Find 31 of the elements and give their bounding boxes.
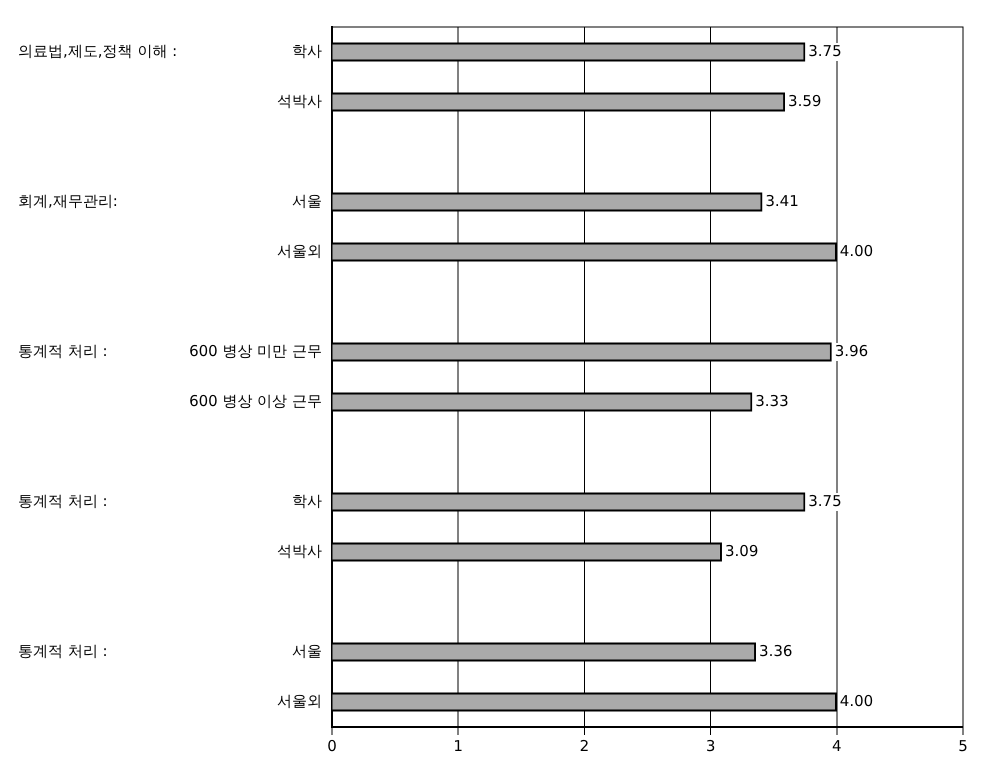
data-label: 4.00 bbox=[840, 242, 874, 260]
x-tick-label: 4 bbox=[832, 736, 842, 755]
x-tick-label: 0 bbox=[327, 736, 337, 755]
text: 회계,재무관리: bbox=[18, 192, 118, 210]
x-tick-label: 1 bbox=[453, 736, 463, 755]
data-label: 3.33 bbox=[755, 392, 789, 410]
y-tick-label: 600 병상 미만 근무 bbox=[189, 342, 322, 360]
data-label: 3.41 bbox=[765, 192, 799, 210]
y-tick-label: 서울 bbox=[292, 642, 322, 660]
text: 의료법,제도,정책 이해 : bbox=[18, 42, 178, 60]
y-tick-label: 서울외 bbox=[277, 692, 322, 710]
y-tick-label: 서울외 bbox=[277, 242, 322, 260]
text: 통계적 처리 : bbox=[18, 342, 108, 360]
text: 통계적 처리 : bbox=[18, 642, 108, 660]
y-tick-label: 석박사 bbox=[277, 92, 322, 110]
y-tick-label: 학사 bbox=[292, 492, 322, 510]
x-tick-label: 5 bbox=[958, 736, 968, 755]
y-tick-label: 석박사 bbox=[277, 542, 322, 560]
x-tick-label: 2 bbox=[580, 736, 590, 755]
y-tick-label: 학사 bbox=[292, 42, 322, 60]
data-label: 3.36 bbox=[759, 642, 792, 660]
data-label: 3.75 bbox=[808, 42, 842, 60]
data-label: 3.96 bbox=[834, 342, 868, 360]
data-label: 3.59 bbox=[788, 92, 822, 110]
data-label: 3.75 bbox=[808, 492, 842, 510]
y-tick-label: 서울 bbox=[292, 192, 322, 210]
y-tick-label: 600 병상 이상 근무 bbox=[189, 392, 322, 410]
text: 통계적 처리 : bbox=[18, 492, 108, 510]
data-label: 4.00 bbox=[840, 692, 874, 710]
x-tick-label: 3 bbox=[706, 736, 716, 755]
data-label: 3.09 bbox=[724, 542, 758, 560]
